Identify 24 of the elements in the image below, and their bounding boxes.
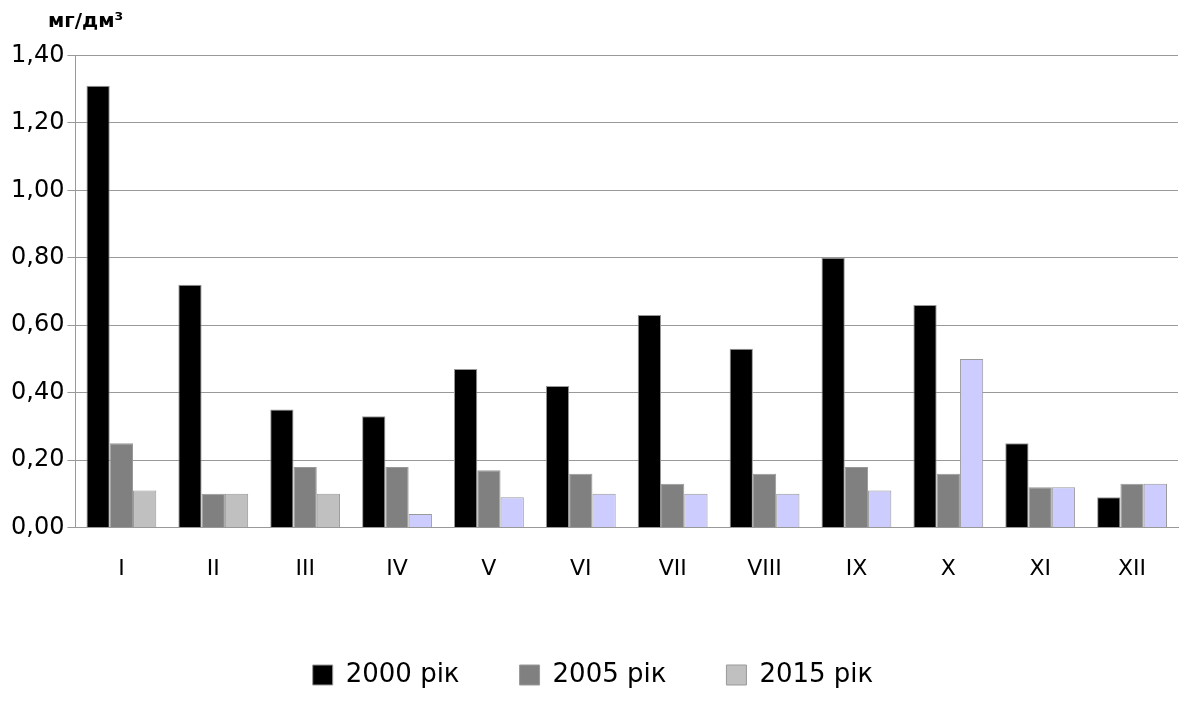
- y-tick-label: 0,40: [11, 376, 65, 405]
- x-tick-label: X: [940, 554, 956, 580]
- x-tick-label: VIII: [747, 554, 782, 580]
- legend-label: 2005 рік: [552, 657, 667, 688]
- legend-label: 2015 рік: [759, 657, 874, 688]
- x-tick-label: I: [118, 554, 125, 580]
- x-tick-label: IV: [386, 554, 408, 580]
- x-tick-label: XII: [1118, 554, 1147, 580]
- x-tick-label: VI: [570, 554, 592, 580]
- y-tick-label: 0,60: [11, 309, 65, 338]
- x-tick-label: XI: [1029, 554, 1051, 580]
- y-tick-label: 1,00: [11, 174, 65, 203]
- x-tick-label: IX: [845, 554, 868, 580]
- legend-label: 2000 рік: [345, 657, 460, 688]
- x-tick-label: III: [295, 554, 315, 580]
- y-tick-label: 0,80: [11, 242, 65, 271]
- x-tick-label: II: [206, 554, 220, 580]
- y-tick-label: 0,00: [11, 511, 65, 540]
- x-tick-label: VII: [658, 554, 687, 580]
- y-tick-label: 1,40: [11, 39, 65, 68]
- y-tick-label: 1,20: [11, 107, 65, 136]
- y-tick-label: 0,20: [11, 444, 65, 473]
- x-tick-label: V: [481, 554, 497, 580]
- y-axis-title: мг/дм³: [48, 8, 125, 34]
